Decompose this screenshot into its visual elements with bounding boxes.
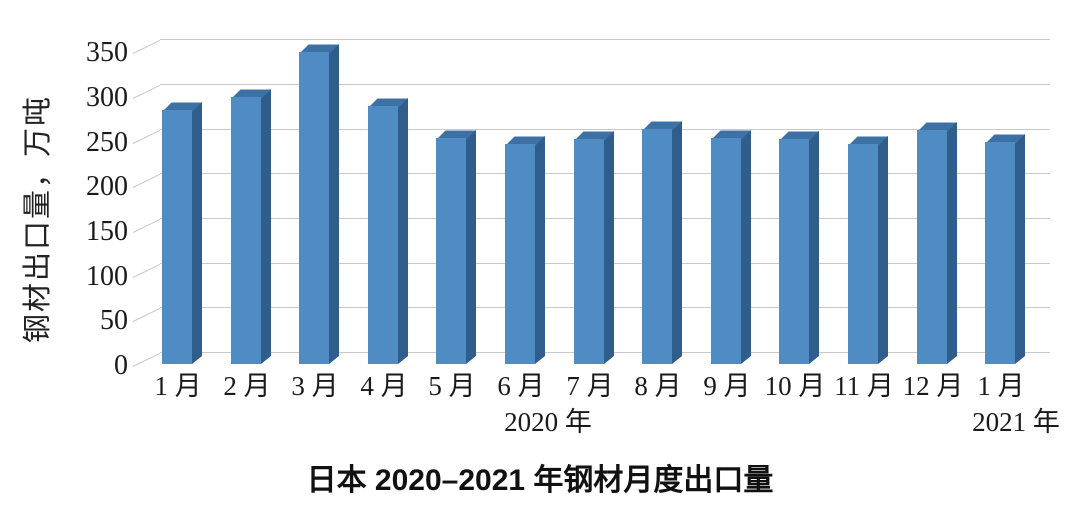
bar-side-face (604, 131, 614, 364)
x-tick-label: 3 月 (291, 371, 339, 401)
bar-front-face (711, 138, 741, 364)
gridline (160, 128, 1050, 130)
gridline-depth-tick (132, 308, 161, 323)
bar-side-face (535, 136, 545, 364)
y-tick-label: 250 (86, 126, 128, 158)
bar-top-face (368, 98, 408, 108)
bar-front-face (368, 106, 398, 364)
bar-front-face (436, 138, 466, 364)
bar-top-face (711, 130, 751, 140)
year-label-2020: 2020 年 (504, 407, 592, 437)
gridline (160, 83, 1050, 85)
bar-top-face (917, 122, 957, 132)
bar-side-face (398, 98, 408, 364)
y-tick-label: 50 (100, 305, 128, 337)
x-tick-label: 1 月 (154, 371, 202, 401)
gridline (160, 39, 1050, 41)
bar-front-face (985, 142, 1015, 364)
bar-front-face (505, 144, 535, 364)
bar-top-face (574, 131, 614, 141)
x-tick-label: 1 月 (977, 371, 1025, 401)
bar-top-face (779, 131, 819, 141)
x-tick-label: 6 月 (497, 371, 545, 401)
bar-month-11月 (848, 136, 888, 364)
x-tick-label: 4 月 (360, 371, 408, 401)
bar-side-face (741, 130, 751, 364)
gridline-depth-tick (132, 174, 161, 189)
bar-month-1月 (985, 134, 1025, 364)
bar-top-face (299, 44, 339, 54)
y-tick-label: 150 (86, 215, 128, 247)
y-tick-label: 100 (86, 260, 128, 292)
bar-side-face (809, 131, 819, 364)
bar-side-face (329, 44, 339, 364)
x-tick-label: 2 月 (223, 371, 271, 401)
y-tick-label: 200 (86, 171, 128, 203)
bar-month-1月 (162, 102, 202, 364)
y-tick-label: 0 (114, 350, 128, 381)
bar-month-7月 (574, 131, 614, 364)
bar-top-face (642, 121, 682, 131)
bar-month-6月 (505, 136, 545, 364)
bar-front-face (231, 97, 261, 364)
bar-top-face (505, 136, 545, 146)
bar-month-12月 (917, 122, 957, 364)
bar-front-face (299, 52, 329, 364)
x-tick-label: 7 月 (566, 371, 614, 401)
bar-side-face (261, 89, 271, 364)
bar-front-face (642, 129, 672, 364)
chart-title: 日本 2020–2021 年钢材月度出口量 (306, 464, 774, 497)
bar-top-face (231, 89, 271, 99)
x-tick-label: 11 月 (834, 371, 894, 401)
bar-front-face (162, 110, 192, 364)
bar-top-face (436, 130, 476, 140)
gridline-depth-tick (132, 129, 161, 144)
bar-month-2月 (231, 89, 271, 364)
bar-month-8月 (642, 121, 682, 364)
x-tick-label: 12 月 (902, 371, 964, 401)
gridline-depth-tick (132, 39, 161, 55)
bar-month-10月 (779, 131, 819, 364)
bar-side-face (192, 102, 202, 364)
x-tick-label: 9 月 (703, 371, 751, 401)
x-tick-label: 5 月 (428, 371, 476, 401)
year-label-2021: 2021 年 (972, 407, 1060, 437)
gridline-depth-tick (132, 218, 161, 233)
bar-top-face (985, 134, 1025, 144)
bar-month-4月 (368, 98, 408, 364)
bar-month-9月 (711, 130, 751, 364)
bar-top-face (848, 136, 888, 146)
x-tick-label: 10 月 (764, 371, 826, 401)
y-tick-label: 300 (86, 81, 128, 113)
bar-side-face (1015, 134, 1025, 364)
gridline-depth-tick (132, 263, 161, 278)
x-tick-label: 8 月 (634, 371, 682, 401)
bar-top-face (162, 102, 202, 112)
bar-front-face (574, 139, 604, 364)
bar-side-face (947, 122, 957, 364)
y-tick-label: 350 (86, 37, 128, 69)
gridline-depth-tick (132, 84, 161, 99)
bar-side-face (878, 136, 888, 364)
bar-side-face (672, 121, 682, 364)
bar-side-face (466, 130, 476, 364)
bar-month-3月 (299, 44, 339, 364)
bar-front-face (917, 130, 947, 364)
gridline-depth-tick (132, 352, 161, 367)
bar-month-5月 (436, 130, 476, 364)
bar-front-face (779, 139, 809, 364)
bar-front-face (848, 144, 878, 364)
